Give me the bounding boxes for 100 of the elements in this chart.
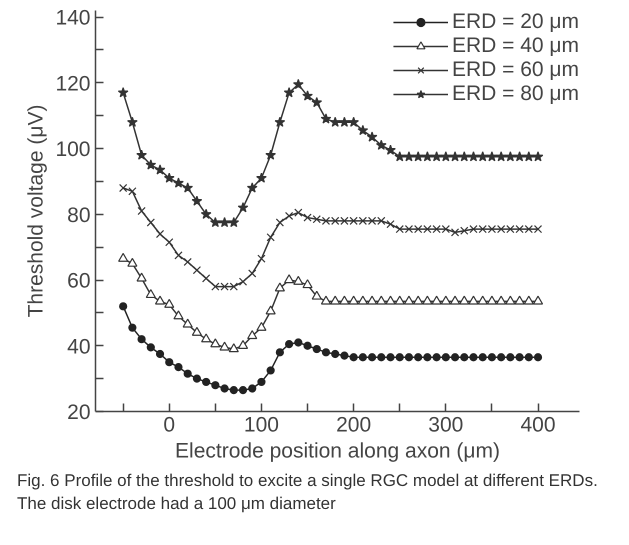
y-tick-label: 120 — [55, 72, 91, 96]
point — [228, 343, 239, 352]
point — [174, 251, 183, 260]
point — [394, 296, 405, 305]
point — [230, 386, 238, 394]
x-tick-label: 100 — [244, 414, 279, 436]
point — [265, 150, 276, 160]
point — [136, 150, 147, 160]
point — [368, 353, 376, 362]
point — [459, 296, 470, 305]
y-axis-title: Threshold voltage (μV) — [24, 104, 48, 318]
point — [394, 151, 406, 162]
point — [154, 164, 166, 175]
point — [302, 279, 313, 288]
caption: Fig. 6 Profile of the threshold to excite a single RGC model at different ERDs. The disk electrode had a 100 μm diameter — [17, 470, 599, 515]
point — [385, 144, 396, 155]
point — [256, 172, 267, 183]
point — [532, 296, 544, 305]
point — [524, 296, 534, 305]
point — [182, 182, 194, 193]
point — [219, 216, 230, 228]
point — [294, 208, 302, 217]
point — [119, 302, 128, 310]
point — [534, 353, 542, 362]
point — [294, 338, 302, 347]
point — [228, 216, 240, 228]
point — [348, 296, 359, 305]
point — [377, 353, 386, 362]
point — [266, 233, 275, 242]
point — [340, 352, 349, 360]
point — [486, 296, 498, 305]
point — [156, 350, 164, 358]
point — [266, 366, 275, 375]
point — [358, 353, 367, 362]
point — [220, 384, 229, 393]
point — [396, 353, 404, 362]
point — [386, 353, 395, 362]
point — [276, 218, 284, 227]
point — [469, 353, 478, 362]
point — [238, 386, 248, 394]
point — [284, 212, 294, 220]
point — [524, 353, 533, 362]
point — [154, 296, 166, 305]
point — [238, 340, 248, 349]
point — [257, 378, 266, 386]
point — [276, 348, 284, 356]
point — [450, 151, 460, 162]
legend-label: ERD = 60 μm — [452, 58, 579, 82]
point — [137, 206, 146, 216]
point — [192, 326, 202, 336]
point — [496, 296, 506, 305]
point — [404, 296, 414, 305]
point — [412, 151, 424, 162]
point — [238, 278, 248, 286]
point — [274, 282, 285, 292]
point — [320, 296, 332, 305]
point — [376, 140, 387, 150]
point — [497, 353, 506, 362]
x-axis-title: Electrode position along axon (μm) — [175, 440, 500, 462]
point — [266, 305, 276, 314]
point — [200, 208, 212, 219]
point — [248, 384, 256, 393]
point — [118, 87, 129, 98]
point — [246, 182, 258, 193]
point — [468, 296, 479, 305]
point — [423, 353, 432, 362]
point — [442, 353, 450, 362]
point — [440, 151, 452, 162]
point — [348, 116, 359, 127]
point — [156, 230, 164, 238]
point — [414, 353, 422, 362]
point — [284, 274, 294, 284]
point — [128, 324, 136, 332]
point — [477, 151, 488, 162]
point — [320, 113, 332, 124]
point — [293, 276, 304, 285]
point — [450, 353, 460, 362]
point — [201, 333, 212, 342]
point — [165, 358, 174, 366]
point — [292, 78, 304, 90]
point — [164, 172, 175, 183]
point — [523, 151, 534, 162]
point — [202, 378, 210, 386]
point — [478, 353, 487, 362]
y-tick-label: 80 — [67, 204, 90, 227]
point — [192, 266, 202, 274]
point — [211, 381, 220, 390]
point — [422, 151, 433, 162]
point — [514, 296, 525, 305]
point — [118, 252, 128, 262]
x-tick-label: 0 — [163, 414, 176, 436]
x-tick-label: 200 — [336, 414, 372, 436]
legend-label: ERD = 40 μm — [452, 34, 579, 58]
point — [486, 151, 498, 162]
point — [302, 90, 313, 101]
point — [330, 116, 341, 127]
point — [488, 353, 496, 362]
point — [192, 374, 202, 383]
point — [256, 322, 267, 331]
point — [432, 353, 441, 362]
